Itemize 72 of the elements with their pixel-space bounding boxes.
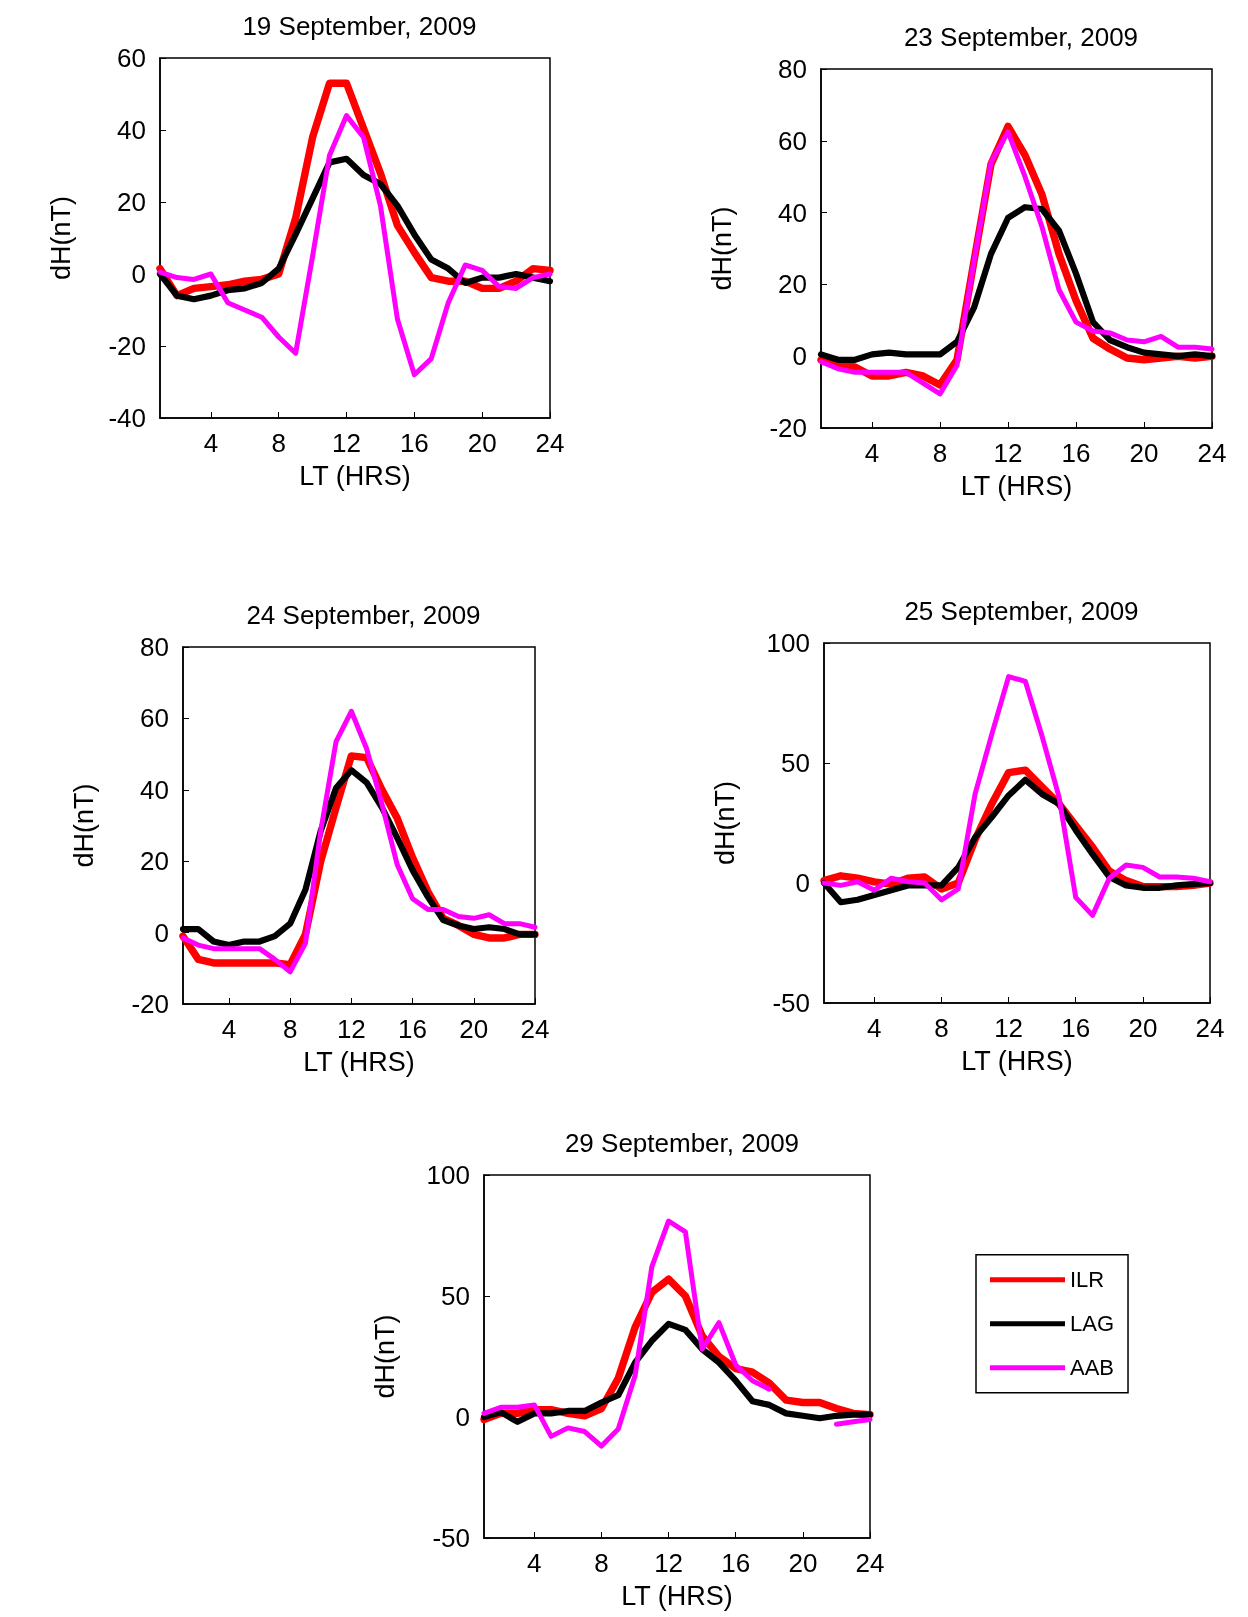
y-tick-label: 0 [154,917,169,948]
x-axis-title: LT (HRS) [960,470,1073,501]
y-tick-label: -20 [108,331,146,361]
y-axis-title: dH(nT) [369,1314,400,1399]
x-tick-label: 16 [1061,438,1091,468]
y-axis-title: dH(nT) [706,206,737,291]
y-tick-label: 40 [778,197,807,228]
x-tick-label: 4 [203,428,219,458]
y-tick-label: 40 [117,115,146,145]
x-tick-label: 20 [1129,438,1159,468]
y-tick-label: 20 [117,187,146,217]
x-tick-label: 8 [934,1013,949,1043]
y-tick-label: -50 [772,988,810,1018]
x-tick-label: 4 [867,1013,882,1043]
chart-title: 24 September, 2009 [246,600,481,630]
y-tick-label: 0 [455,1402,470,1432]
x-axis-title: LT (HRS) [299,460,411,491]
x-tick-label: 24 [1195,1013,1225,1043]
x-tick-label: 4 [527,1548,542,1578]
x-tick-label: 12 [994,1013,1024,1043]
legend-label: AAB [1070,1355,1115,1381]
y-tick-label: 80 [140,632,169,662]
chart-title: 19 September, 2009 [242,11,477,41]
y-tick-label: 100 [766,628,810,658]
x-tick-label: 12 [332,428,361,458]
y-tick-label: 50 [781,748,810,778]
x-tick-label: 12 [336,1014,366,1044]
y-tick-label: -20 [769,413,807,443]
x-tick-label: 24 [855,1548,885,1578]
x-tick-label: 20 [467,428,497,458]
x-axis-title: LT (HRS) [621,1580,733,1611]
x-tick-label: 4 [221,1014,237,1044]
x-tick-label: 12 [993,438,1023,468]
y-tick-label: 50 [441,1281,470,1311]
x-tick-label: 16 [398,1014,428,1044]
x-tick-label: 16 [399,428,429,458]
chart-title: 23 September, 2009 [903,22,1139,52]
y-tick-label: 0 [792,341,807,372]
y-axis-title: dH(nT) [709,780,740,866]
y-tick-label: 40 [140,774,169,805]
y-tick-label: -20 [131,989,169,1019]
y-tick-label: 0 [131,259,146,289]
x-tick-label: 4 [864,438,880,468]
y-tick-label: 80 [778,54,807,84]
y-tick-label: -50 [432,1523,470,1553]
y-tick-label: 60 [778,125,807,156]
y-tick-label: 0 [795,868,810,898]
y-tick-label: 20 [778,269,807,300]
x-tick-label: 24 [520,1014,550,1044]
y-axis-title: dH(nT) [45,195,76,281]
chart-title: 25 September, 2009 [904,596,1139,626]
x-axis-title: LT (HRS) [961,1045,1073,1076]
x-tick-label: 8 [932,438,948,468]
x-tick-label: 20 [1128,1013,1158,1043]
x-tick-label: 8 [594,1548,609,1578]
x-tick-label: 16 [1061,1013,1091,1043]
y-tick-label: 20 [140,846,169,877]
chart-title: 29 September, 2009 [564,1128,800,1158]
x-tick-label: 16 [721,1548,751,1578]
y-tick-label: -40 [108,403,146,433]
x-tick-label: 8 [282,1014,298,1044]
x-axis-title: LT (HRS) [303,1046,415,1077]
y-tick-label: 100 [426,1160,470,1190]
x-tick-label: 24 [1197,438,1227,468]
x-tick-label: 12 [654,1548,684,1578]
x-tick-label: 24 [535,428,565,458]
legend-label: ILR [1070,1267,1105,1293]
y-axis-title: dH(nT) [68,783,99,868]
legend-label: LAG [1070,1311,1115,1337]
y-tick-label: 60 [117,43,146,73]
y-tick-label: 60 [140,703,169,734]
x-tick-label: 8 [271,428,286,458]
